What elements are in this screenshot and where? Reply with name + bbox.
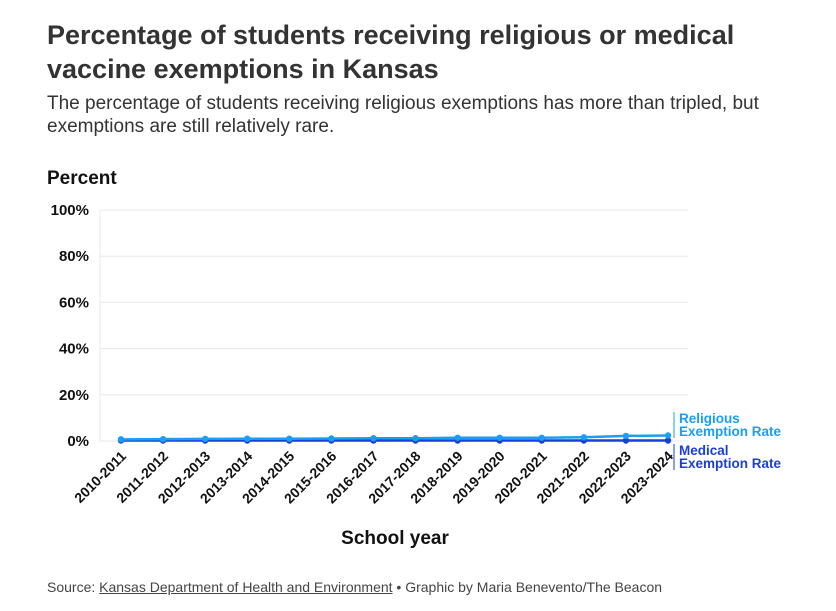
data-point <box>622 437 630 444</box>
data-point <box>664 432 672 439</box>
x-axis-label: School year <box>0 528 790 550</box>
series-label-line: Exemption Rate <box>679 424 782 439</box>
data-point <box>580 434 588 441</box>
series-label-line: Religious <box>679 411 740 426</box>
gridlines <box>99 209 688 442</box>
x-axis-label-text: School year <box>341 528 449 549</box>
source-link[interactable]: Kansas Department of Health and Environm… <box>99 579 393 595</box>
data-point <box>159 435 167 443</box>
source-prefix: Source: <box>47 579 100 595</box>
data-point <box>412 435 419 442</box>
data-point <box>454 434 461 441</box>
data-point <box>622 432 630 440</box>
data-point <box>328 435 335 442</box>
y-tick-label: 100% <box>51 202 89 219</box>
y-tick-label: 20% <box>59 387 89 404</box>
y-tick-label: 80% <box>59 248 89 265</box>
data-point <box>244 435 251 442</box>
data-point <box>370 435 377 442</box>
data-series <box>117 432 672 444</box>
data-point <box>664 437 672 444</box>
y-tick-labels: 0% 20% 40% 60% 80% 100% <box>51 202 89 450</box>
chart-title: Percentage of students receiving religio… <box>47 20 735 84</box>
data-point <box>286 435 293 442</box>
series-label-line: Medical <box>679 443 729 458</box>
data-point <box>201 435 209 443</box>
source-note: Source: Kansas Department of Health and … <box>47 579 662 595</box>
y-axis-label: Percent <box>47 168 117 189</box>
y-tick-label: 0% <box>67 433 89 450</box>
data-point <box>117 436 125 443</box>
x-tick-labels: 2010-20112011-20122012-20132013-20142014… <box>71 448 676 507</box>
chart-subtitle: The percentage of students receiving rel… <box>47 93 759 137</box>
source-credit: • Graphic by Maria Benevento/The Beacon <box>392 579 663 595</box>
series-line <box>120 434 669 441</box>
series-label-line: Exemption Rate <box>679 456 782 471</box>
data-point <box>538 434 545 441</box>
y-tick-label: 60% <box>59 294 89 311</box>
y-tick-label: 40% <box>59 341 89 358</box>
data-point <box>496 434 503 441</box>
